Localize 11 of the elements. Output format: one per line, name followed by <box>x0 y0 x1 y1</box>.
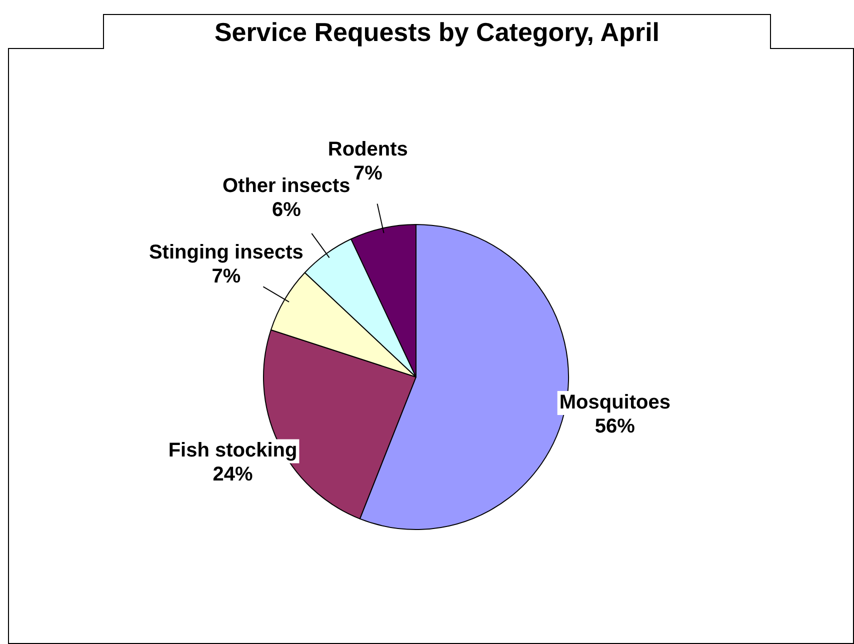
data-label: 24% <box>212 464 254 486</box>
slice-label: Mosquitoes <box>559 391 670 414</box>
slice-label: Stinging insects <box>148 241 304 264</box>
slice-label: Fish stocking <box>168 440 298 462</box>
data-label: 7% <box>353 162 383 184</box>
chart-title: Service Requests by Category, April <box>103 14 771 49</box>
slice-label: Rodents <box>328 138 408 160</box>
data-label: 6% <box>272 199 302 222</box>
data-label: 7% <box>212 265 241 288</box>
slice-label: Other insects <box>222 175 350 198</box>
data-label: 56% <box>594 415 636 438</box>
